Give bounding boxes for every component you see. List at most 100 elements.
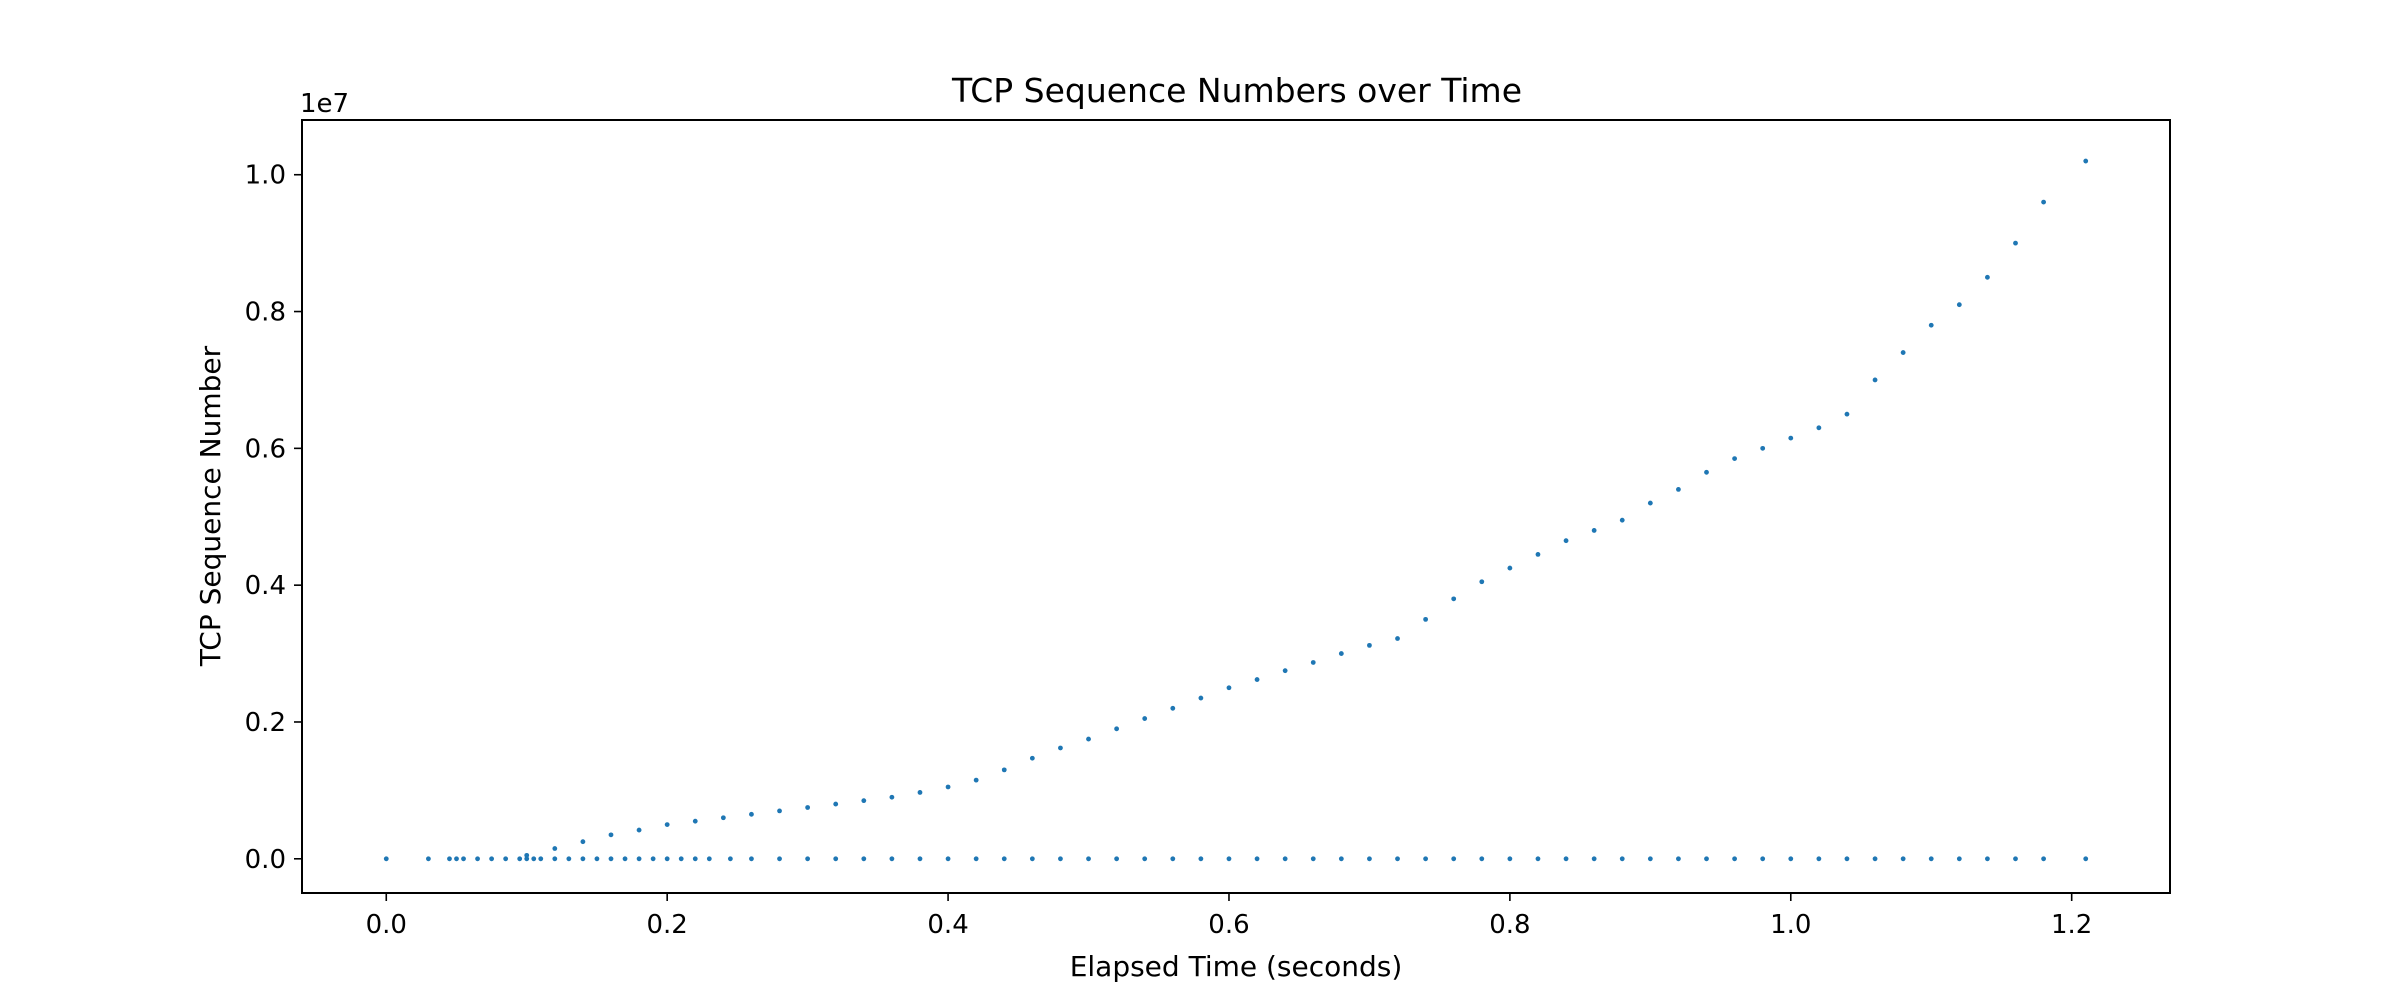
data-point	[1985, 856, 1990, 862]
data-point	[945, 784, 951, 790]
data-point	[531, 856, 537, 862]
data-point	[889, 856, 895, 862]
data-point	[1226, 856, 1232, 862]
x-tick-label: 1.0	[1770, 910, 1811, 940]
data-point	[1928, 856, 1934, 862]
data-point	[524, 856, 530, 862]
data-point	[1338, 651, 1344, 656]
data-point	[636, 856, 642, 862]
data-point	[1086, 736, 1091, 742]
data-point	[749, 811, 754, 817]
data-point	[1198, 695, 1204, 701]
data-point	[1395, 636, 1400, 641]
data-point	[889, 794, 895, 800]
data-point	[426, 856, 431, 862]
data-point	[833, 856, 839, 862]
data-point	[1619, 856, 1625, 862]
data-point	[1142, 716, 1148, 721]
data-point	[1479, 856, 1485, 862]
data-point	[1338, 856, 1344, 862]
data-point	[1704, 469, 1709, 475]
data-point	[1479, 579, 1485, 585]
data-point	[1029, 856, 1035, 862]
data-point	[1282, 668, 1288, 674]
chart-title: TCP Sequence Numbers over Time	[951, 71, 1522, 110]
data-point	[1985, 274, 1990, 280]
data-point	[805, 805, 811, 810]
data-point	[636, 827, 642, 833]
plot-area	[301, 119, 2171, 894]
data-point	[805, 856, 811, 862]
data-point	[945, 856, 951, 862]
data-point	[608, 856, 614, 862]
data-point	[2041, 856, 2046, 862]
y-tick-label: 0.6	[245, 434, 286, 464]
y-axis-offset-label: 1e7	[300, 89, 349, 119]
data-point	[1900, 856, 1906, 862]
x-tick-label: 0.0	[366, 910, 407, 940]
data-point	[517, 856, 523, 862]
data-point	[1619, 517, 1625, 523]
data-point	[692, 856, 698, 862]
data-point	[1423, 856, 1429, 862]
data-point	[917, 790, 923, 795]
data-point	[566, 856, 572, 862]
data-point	[1676, 486, 1681, 492]
data-point	[2083, 856, 2089, 862]
data-point	[1001, 767, 1007, 773]
data-point	[1142, 856, 1148, 862]
data-point	[447, 856, 452, 862]
data-point	[1535, 856, 1541, 862]
data-point	[1704, 856, 1709, 862]
y-tick-label: 1.0	[245, 161, 286, 191]
x-tick-label: 0.6	[1208, 910, 1249, 940]
data-point	[1367, 856, 1372, 862]
data-point	[650, 856, 656, 862]
data-point	[664, 822, 670, 827]
data-point	[383, 856, 389, 862]
data-point	[1676, 856, 1681, 862]
data-point	[1507, 856, 1513, 862]
data-point	[1282, 856, 1288, 862]
data-point	[1844, 411, 1850, 417]
data-point	[1451, 596, 1457, 602]
x-axis: 0.0 0.2 0.4 0.6 0.8 1.0 1.2	[366, 893, 2092, 940]
data-point	[503, 856, 509, 862]
data-point	[1872, 377, 1878, 383]
data-point	[678, 856, 684, 862]
data-point	[552, 846, 558, 851]
data-point	[1086, 856, 1091, 862]
data-point	[1760, 856, 1766, 862]
data-point	[1395, 856, 1400, 862]
data-point	[861, 856, 867, 862]
data-point	[1956, 856, 1962, 862]
data-point	[1900, 350, 1906, 355]
data-point	[2013, 856, 2018, 862]
data-point	[594, 856, 600, 862]
data-point	[1647, 500, 1653, 506]
data-point	[1367, 642, 1372, 648]
data-point	[1732, 456, 1738, 462]
data-point	[861, 798, 867, 804]
data-point	[1535, 551, 1541, 557]
y-tick-label: 0.2	[245, 708, 286, 738]
data-point	[2013, 240, 2018, 246]
data-point	[1563, 538, 1569, 544]
data-point	[1170, 705, 1176, 711]
data-point	[720, 815, 726, 821]
y-axis: 0.0 0.2 0.4 0.6 0.8 1.0	[245, 161, 302, 875]
data-point	[524, 852, 530, 858]
x-tick-label: 0.4	[927, 910, 968, 940]
data-point	[1254, 856, 1260, 862]
data-point	[1254, 677, 1260, 682]
data-point	[1310, 660, 1316, 665]
data-point	[777, 856, 782, 862]
data-point	[1507, 565, 1513, 571]
y-tick-label: 0.0	[245, 845, 286, 875]
data-point	[1816, 856, 1822, 862]
data-point	[727, 856, 733, 862]
data-point	[1198, 856, 1204, 862]
data-point	[1844, 856, 1850, 862]
data-point	[2041, 199, 2046, 205]
data-point	[475, 856, 480, 862]
